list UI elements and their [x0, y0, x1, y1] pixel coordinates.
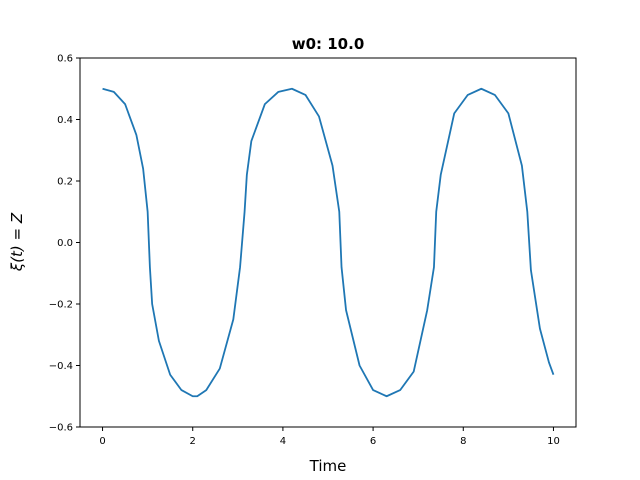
plot-area	[102, 87, 555, 398]
y-tick-label: −0.4	[49, 361, 73, 372]
x-tick-label: 4	[280, 436, 286, 447]
x-tick-label: 10	[547, 436, 560, 447]
y-tick-label: 0.2	[57, 177, 73, 188]
y-axis-ticks: −0.6 −0.4 −0.2 0.0 0.2 0.4 0.6	[49, 54, 80, 434]
y-axis-label: ξ(t) = Z	[8, 212, 26, 272]
x-tick-label: 8	[460, 436, 466, 447]
y-tick-label: −0.6	[49, 423, 73, 434]
x-tick-label: 2	[190, 436, 196, 447]
y-tick-label: 0.6	[57, 54, 73, 65]
axes-frame	[79, 57, 577, 428]
x-tick-label: 6	[370, 436, 376, 447]
y-tick-label: −0.2	[49, 300, 73, 311]
x-axis-label: Time	[309, 457, 347, 475]
y-tick-label: 0.4	[57, 115, 73, 126]
y-tick-label: 0.0	[57, 238, 73, 249]
chart-title: w0: 10.0	[292, 35, 365, 53]
series-line	[102, 87, 555, 398]
x-tick-label: 0	[99, 436, 105, 447]
x-axis-ticks: 0 2 4 6 8 10	[99, 427, 560, 447]
